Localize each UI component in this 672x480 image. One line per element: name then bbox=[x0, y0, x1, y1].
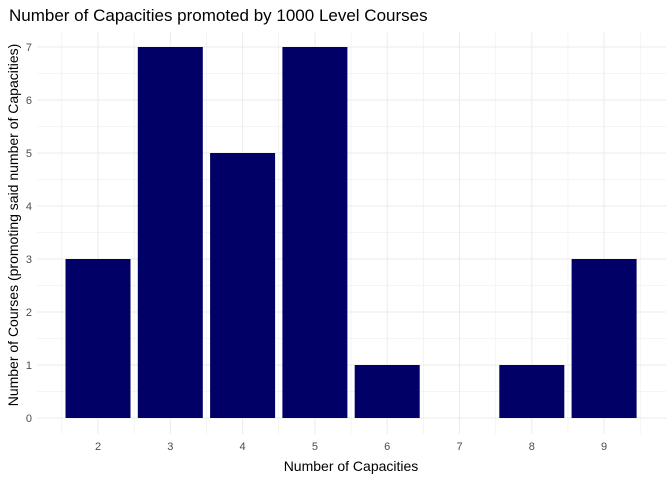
bar-8 bbox=[499, 365, 565, 418]
x-tick-label: 7 bbox=[456, 441, 462, 453]
bar-2 bbox=[65, 259, 131, 418]
x-tick-label: 2 bbox=[95, 441, 101, 453]
y-tick-label: 4 bbox=[26, 201, 32, 213]
bar-3 bbox=[137, 47, 203, 418]
y-tick-label: 1 bbox=[26, 360, 32, 372]
bar-6 bbox=[354, 365, 420, 418]
y-tick-label: 2 bbox=[26, 307, 32, 319]
x-axis-ticks: 2 3 4 5 6 7 8 9 bbox=[95, 441, 607, 453]
x-tick-label: 4 bbox=[240, 441, 246, 453]
x-tick-label: 5 bbox=[312, 441, 318, 453]
y-tick-label: 3 bbox=[26, 254, 32, 266]
y-tick-label: 0 bbox=[26, 413, 32, 425]
x-tick-label: 9 bbox=[601, 441, 607, 453]
y-axis-title: Number of Courses (promoting said number… bbox=[5, 44, 21, 407]
x-axis-title: Number of Capacities bbox=[284, 458, 419, 474]
x-tick-label: 8 bbox=[529, 441, 535, 453]
bar-5 bbox=[282, 47, 348, 418]
y-axis-ticks: 0 1 2 3 4 5 6 7 bbox=[26, 42, 32, 425]
bar-9 bbox=[571, 259, 637, 418]
chart-title: Number of Capacities promoted by 1000 Le… bbox=[9, 6, 428, 25]
y-tick-label: 7 bbox=[26, 42, 32, 54]
x-tick-label: 6 bbox=[384, 441, 390, 453]
bar-4 bbox=[210, 153, 276, 418]
bars bbox=[65, 47, 637, 418]
y-tick-label: 6 bbox=[26, 95, 32, 107]
y-tick-label: 5 bbox=[26, 148, 32, 160]
x-tick-label: 3 bbox=[167, 441, 173, 453]
